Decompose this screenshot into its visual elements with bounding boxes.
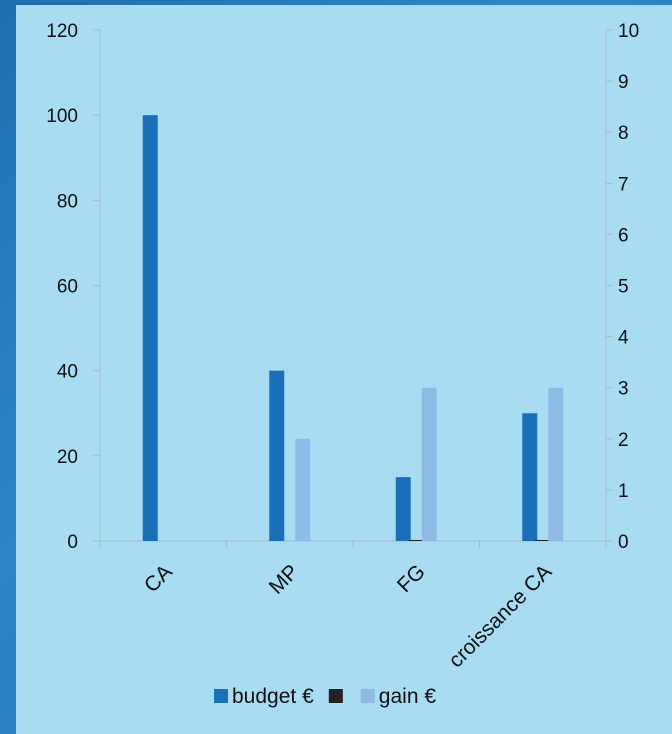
right-tick-label: 9 [618,72,629,93]
right-tick-label: 1 [618,481,629,502]
category-labels: CA MP FG croissance CA [140,560,556,672]
left-tick-label: 0 [67,532,78,553]
left-tick-label: 60 [57,277,78,298]
bar-budget-0 [142,115,158,542]
bar-series2-3 [535,539,551,541]
chart-panel: 0 20 40 60 80 100 120 0 1 2 3 4 5 6 7 8 9 10 CA MP FG crois… [16,5,672,734]
category-label: MP [265,560,304,599]
left-tick-label: 120 [46,21,78,42]
right-axis-ticks: 0 1 2 3 4 5 6 7 8 9 10 [606,21,639,553]
category-label: croissance CA [444,560,556,672]
right-tick-label: 5 [618,277,629,298]
legend-swatch [214,689,228,703]
left-tick-label: 20 [57,447,78,468]
bar-budget-2 [395,477,411,541]
right-tick-label: 7 [618,174,629,195]
bar-gain-2 [421,387,437,541]
left-tick-label: 100 [46,106,78,127]
bar-series2-2 [408,539,424,541]
legend-label: budget € [232,685,314,708]
right-tick-label: 10 [618,21,639,42]
bar-budget-1 [269,370,285,541]
left-tick-label: 80 [57,191,78,212]
category-label: FG [393,560,430,597]
left-axis-ticks: 0 20 40 60 80 100 120 [46,21,100,553]
bar-budget-3 [522,413,538,541]
bars [142,115,564,542]
category-label: CA [140,560,177,597]
legend-label: gain € [379,685,437,708]
bar-gain-1 [295,438,311,541]
bar-chart: 0 20 40 60 80 100 120 0 1 2 3 4 5 6 7 8 9 10 CA MP FG crois… [46,21,639,708]
right-tick-label: 8 [618,123,629,144]
right-tick-label: 0 [618,532,629,553]
legend: budget € gain € [214,685,436,708]
right-tick-label: 6 [618,225,629,246]
legend-swatch [328,689,343,703]
right-tick-label: 3 [618,379,629,400]
legend-swatch [360,689,375,703]
right-tick-label: 4 [618,328,629,349]
bar-gain-3 [548,387,564,541]
left-tick-label: 40 [57,362,78,383]
right-tick-label: 2 [618,430,629,451]
